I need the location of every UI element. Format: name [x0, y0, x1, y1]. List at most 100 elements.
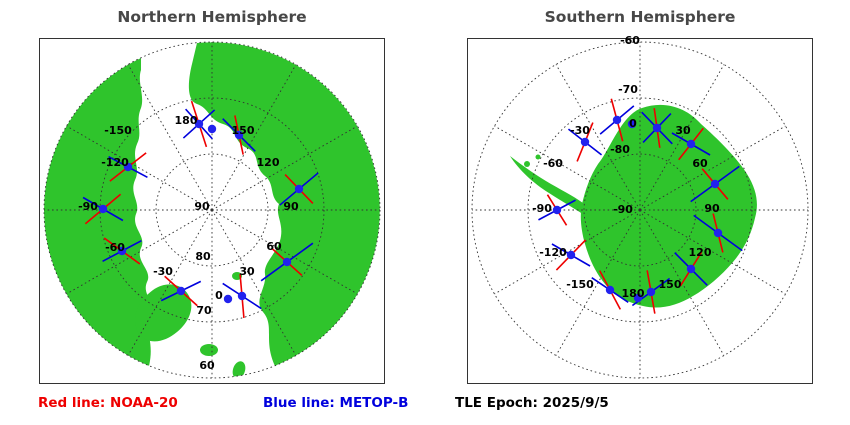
- longitude-label: 0: [215, 289, 223, 302]
- north-hemisphere-map: -150 180 150 -120 120 -90 90 -60 60 -30 30 0 90 80 70 6…: [39, 38, 385, 384]
- plot-frame: [39, 38, 385, 384]
- meridian-line: [639, 209, 786, 295]
- landmass-svalbard: [232, 272, 242, 280]
- satellite-position-dot: [234, 130, 244, 140]
- latitude-label: 60: [199, 359, 215, 372]
- longitude-label: 60: [266, 240, 282, 253]
- latitude-label: -90: [613, 203, 633, 216]
- south-map-svg: 0 30 60 90 120 150 180 -150 -120 -90 -60 -30 -60 -70 -…: [467, 34, 813, 384]
- latitude-ring: [583, 153, 697, 267]
- legend-noaa20-label: Red line: NOAA-20: [38, 395, 178, 411]
- longitude-label: 150: [232, 124, 255, 137]
- island-speck: [535, 154, 541, 160]
- landmass-greenland: [134, 284, 192, 342]
- satellite-position-dot: [552, 205, 562, 215]
- latitude-label: 90: [194, 200, 210, 213]
- satellite-position-dot: [686, 264, 696, 274]
- latitude-label: -60: [620, 34, 640, 47]
- satellite-markers-north: [82, 100, 319, 318]
- satellite-position-dot: [176, 286, 186, 296]
- longitude-label: 90: [283, 200, 299, 213]
- satellite-position-dot: [633, 293, 643, 303]
- landmass-britain: [232, 361, 246, 378]
- landmass-antarctica: [580, 104, 757, 308]
- satellite-markers-south: [538, 98, 743, 314]
- latitude-label: -70: [618, 83, 638, 96]
- satellite-position-dot: [710, 179, 720, 189]
- meridian-line: [211, 209, 358, 295]
- satellite-position-dot: [686, 139, 696, 149]
- latitude-ring: [43, 41, 381, 379]
- longitude-label: -30: [570, 124, 590, 137]
- longitude-label: 180: [622, 287, 645, 300]
- meridian-line: [555, 64, 641, 211]
- map-labels-north: -150 180 150 -120 120 -90 90 -60 60 -30 30 0 90 80 70 6…: [78, 114, 299, 372]
- longitude-label: 60: [692, 157, 708, 170]
- landmasses-south: [510, 104, 757, 308]
- satellite-position-dot: [294, 184, 304, 194]
- meridian-line: [639, 64, 725, 211]
- meridian-line: [211, 125, 358, 211]
- satellite-position-dot: [612, 115, 622, 125]
- meridian-line: [639, 125, 786, 211]
- longitude-label: -30: [153, 265, 173, 278]
- satellite-position-dot: [207, 124, 217, 134]
- longitude-label: -60: [105, 241, 125, 254]
- satellite-position-dot: [117, 246, 127, 256]
- landmass-antarctic-peninsula: [510, 156, 589, 218]
- page-title-north-hemisphere: Northern Hemisphere: [117, 8, 307, 26]
- meridian-line: [211, 64, 297, 211]
- legend: Red line: NOAA-20 Blue line: METOP-B TLE…: [0, 393, 850, 417]
- meridian-line: [66, 125, 213, 211]
- north-map-svg: -150 180 150 -120 120 -90 90 -60 60 -30 30 0 90 80 70 6…: [39, 38, 385, 384]
- meridian-line: [66, 209, 213, 295]
- satellite-position-dot: [713, 228, 723, 238]
- satellite-position-dot: [627, 119, 637, 129]
- satellite-position-dot: [646, 287, 656, 297]
- satellite-position-dot: [223, 294, 233, 304]
- latitude-label: 80: [195, 250, 211, 263]
- latitude-ring: [471, 41, 809, 379]
- satellite-position-dot: [566, 250, 576, 260]
- graticule-north: [43, 41, 381, 379]
- satellite-position-dot: [98, 204, 108, 214]
- longitude-label: 90: [704, 202, 720, 215]
- longitude-label: -150: [566, 278, 594, 291]
- longitude-label: 120: [257, 156, 280, 169]
- satellite-position-dot: [194, 119, 204, 129]
- longitude-label: -150: [104, 124, 132, 137]
- longitude-label: 30: [675, 124, 691, 137]
- latitude-ring: [155, 153, 269, 267]
- latitude-label: -80: [610, 143, 630, 156]
- longitude-label: 30: [239, 265, 255, 278]
- satellite-position-dot: [282, 257, 292, 267]
- longitude-label: 180: [175, 114, 198, 127]
- satellite-position-dot: [123, 162, 133, 172]
- longitude-label: -120: [101, 156, 129, 169]
- latitude-label: 70: [196, 304, 212, 317]
- latitude-ring: [527, 97, 753, 323]
- longitude-label: -90: [78, 200, 98, 213]
- longitude-label: 120: [689, 246, 712, 259]
- meridian-line: [127, 209, 213, 356]
- map-labels-south: 0 30 60 90 120 150 180 -150 -120 -90 -60 -30 -60 -70 -…: [532, 34, 720, 300]
- legend-metopb-label: Blue line: METOP-B: [263, 395, 409, 411]
- longitude-label: -60: [543, 157, 563, 170]
- island-south-shetland: [524, 161, 530, 167]
- latitude-ring: [99, 97, 325, 323]
- longitude-label: 150: [659, 278, 682, 291]
- meridian-line: [127, 64, 213, 211]
- legend-tle-epoch-label: TLE Epoch: 2025/9/5: [455, 395, 609, 411]
- plot-frame: [467, 38, 813, 384]
- landmass-iceland: [200, 344, 218, 356]
- longitude-label: -120: [539, 246, 567, 259]
- meridian-line: [494, 125, 641, 211]
- longitude-label: -90: [532, 202, 552, 215]
- satellite-position-dot: [237, 291, 247, 301]
- page-title-south-hemisphere: Southern Hemisphere: [544, 8, 736, 26]
- satellite-position-dot: [580, 137, 590, 147]
- satellite-position-dot: [652, 123, 662, 133]
- satellite-position-dot: [605, 285, 615, 295]
- south-hemisphere-map: 0 30 60 90 120 150 180 -150 -120 -90 -60 -30 -60 -70 -…: [467, 34, 813, 384]
- longitude-label: 0: [629, 117, 637, 130]
